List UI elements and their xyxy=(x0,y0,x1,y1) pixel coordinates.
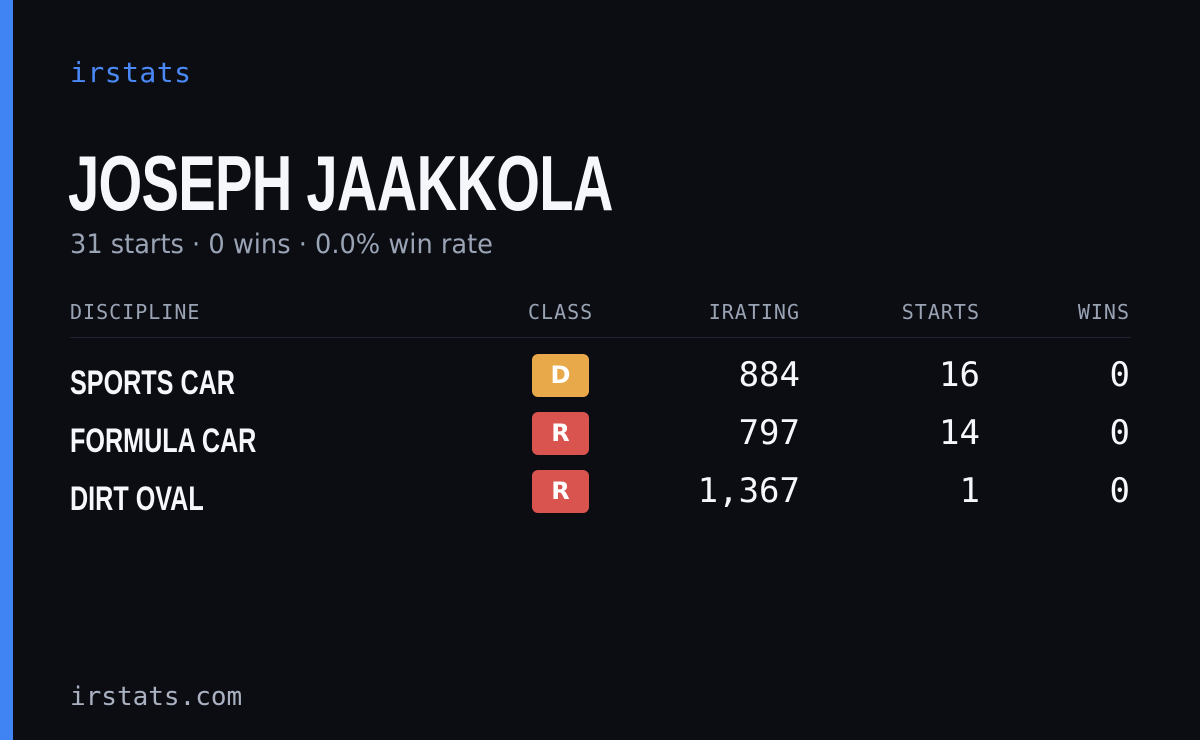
stats-table-header: DISCIPLINE CLASS IRATING STARTS WINS xyxy=(70,300,1131,338)
irating-value: 884 xyxy=(738,355,800,395)
discipline-name: DIRT OVAL xyxy=(70,480,204,518)
driver-summary: 31 starts · 0 wins · 0.0% win rate xyxy=(70,229,493,260)
class-badge: D xyxy=(532,354,589,397)
table-row: DIRT OVAL R 1,367 1 0 xyxy=(70,468,1131,526)
footer-url: irstats.com xyxy=(70,682,243,712)
starts-value: 16 xyxy=(939,355,980,395)
wins-value: 0 xyxy=(1109,413,1130,453)
discipline-name: FORMULA CAR xyxy=(70,422,257,460)
table-row: SPORTS CAR D 884 16 0 xyxy=(70,352,1131,410)
wins-value: 0 xyxy=(1109,355,1130,395)
driver-name: JOSEPH JAAKKOLA xyxy=(68,139,613,227)
header-class: CLASS xyxy=(528,300,594,324)
discipline-name: SPORTS CAR xyxy=(70,364,235,402)
header-wins: WINS xyxy=(1077,300,1130,324)
brand-logo: irstats xyxy=(70,56,192,89)
header-discipline: DISCIPLINE xyxy=(70,300,201,324)
table-row: FORMULA CAR R 797 14 0 xyxy=(70,410,1131,468)
irating-value: 1,367 xyxy=(697,471,800,511)
class-badge: R xyxy=(532,470,589,513)
class-badge: R xyxy=(532,412,589,455)
wins-value: 0 xyxy=(1109,471,1130,511)
header-irating: IRATING xyxy=(708,300,800,324)
header-starts: STARTS xyxy=(901,300,980,324)
irating-value: 797 xyxy=(738,413,800,453)
starts-value: 1 xyxy=(959,471,980,511)
accent-bar xyxy=(0,0,13,740)
starts-value: 14 xyxy=(939,413,980,453)
